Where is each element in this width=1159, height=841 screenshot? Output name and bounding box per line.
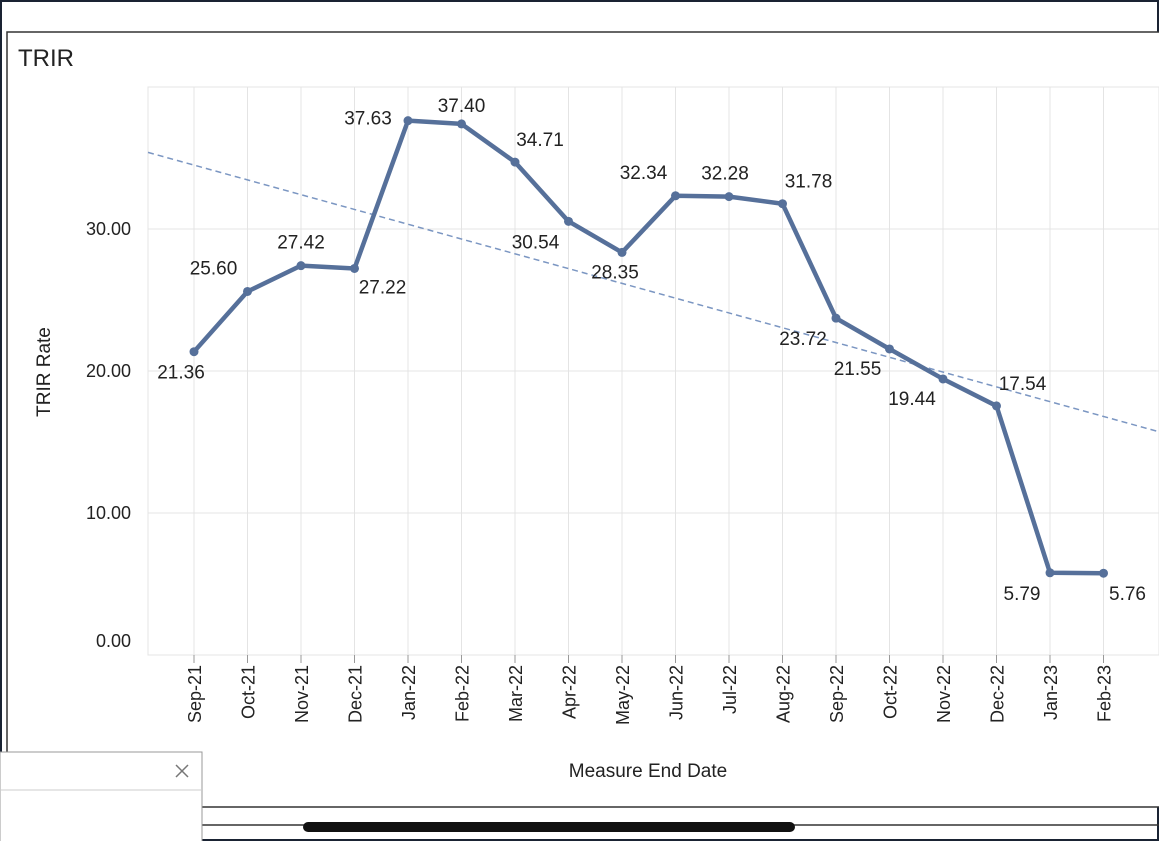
data-label: 27.22 (359, 277, 407, 298)
series-line (192, 118, 1104, 576)
data-point (457, 119, 466, 129)
data-label: 32.28 (701, 164, 749, 185)
data-point (885, 344, 894, 354)
x-tick-label: Feb-23 (1095, 665, 1115, 722)
trendline (147, 151, 1159, 433)
x-tick-label: Jun-22 (667, 665, 687, 720)
close-button[interactable] (175, 764, 189, 778)
data-label: 28.35 (591, 262, 639, 283)
scrollbar[interactable] (303, 822, 795, 832)
data-label: 37.63 (344, 109, 392, 130)
data-label: 25.60 (190, 258, 238, 279)
data-point (403, 116, 413, 126)
y-axis-label: TRIR Rate (34, 327, 55, 417)
data-point (992, 401, 1001, 411)
x-axis-label: Measure End Date (569, 761, 727, 782)
x-tick-label: Oct-22 (881, 665, 901, 719)
x-tick-label: Oct-21 (239, 665, 259, 719)
data-point (671, 191, 680, 201)
data-label: 34.71 (516, 130, 564, 151)
y-tick-label: 20.00 (86, 361, 131, 381)
plot: 0.00 10.00 20.00 30.00 Sep-21 Oct-21 Nov-21 Dec… (86, 86, 1159, 725)
x-tick-label: Dec-21 (346, 665, 366, 723)
x-tick-label: Feb-22 (453, 665, 473, 722)
data-label: 19.44 (888, 389, 936, 410)
data-point (778, 199, 787, 209)
data-point (243, 286, 252, 296)
x-tick-label: Apr-22 (560, 665, 580, 719)
y-tick-label: 0.00 (96, 631, 131, 651)
y-tick-label: 10.00 (86, 503, 131, 523)
data-point (189, 347, 199, 357)
popup (0, 751, 203, 841)
data-label: 37.40 (438, 96, 486, 117)
data-point (617, 247, 627, 257)
x-tick-label: Nov-22 (934, 665, 954, 723)
x-tick-label: May-22 (613, 665, 633, 725)
data-point (831, 313, 841, 323)
chart-title: TRIR (18, 45, 74, 72)
data-label: 5.76 (1109, 584, 1146, 605)
x-tick-label: Mar-22 (506, 665, 526, 722)
y-tick-label: 30.00 (86, 219, 131, 239)
data-point (1045, 568, 1055, 578)
data-point (1099, 568, 1108, 578)
data-label: 21.36 (157, 363, 205, 384)
data-point (564, 216, 573, 226)
x-tick-label: Jul-22 (720, 665, 740, 714)
x-tick-label: Sep-22 (827, 665, 847, 723)
data-point (510, 157, 520, 167)
x-tick-label: Sep-21 (185, 665, 205, 723)
data-label: 27.42 (277, 233, 325, 254)
data-point (350, 263, 359, 273)
data-label: 32.34 (620, 163, 668, 184)
data-point (724, 192, 734, 202)
data-label: 23.72 (779, 329, 827, 350)
data-label: 17.54 (999, 374, 1047, 395)
x-tick-label: Dec-22 (988, 665, 1008, 723)
x-tick-label: Aug-22 (774, 665, 794, 723)
x-tick-label: Jan-23 (1041, 665, 1061, 720)
data-label: 21.55 (834, 359, 882, 380)
data-point (296, 261, 306, 271)
data-label: 5.79 (1004, 584, 1041, 605)
data-point (938, 374, 948, 384)
data-label: 31.78 (785, 172, 833, 193)
x-tick-label: Jan-22 (399, 665, 419, 720)
x-tick-label: Nov-21 (292, 665, 312, 723)
data-label: 30.54 (512, 232, 560, 253)
